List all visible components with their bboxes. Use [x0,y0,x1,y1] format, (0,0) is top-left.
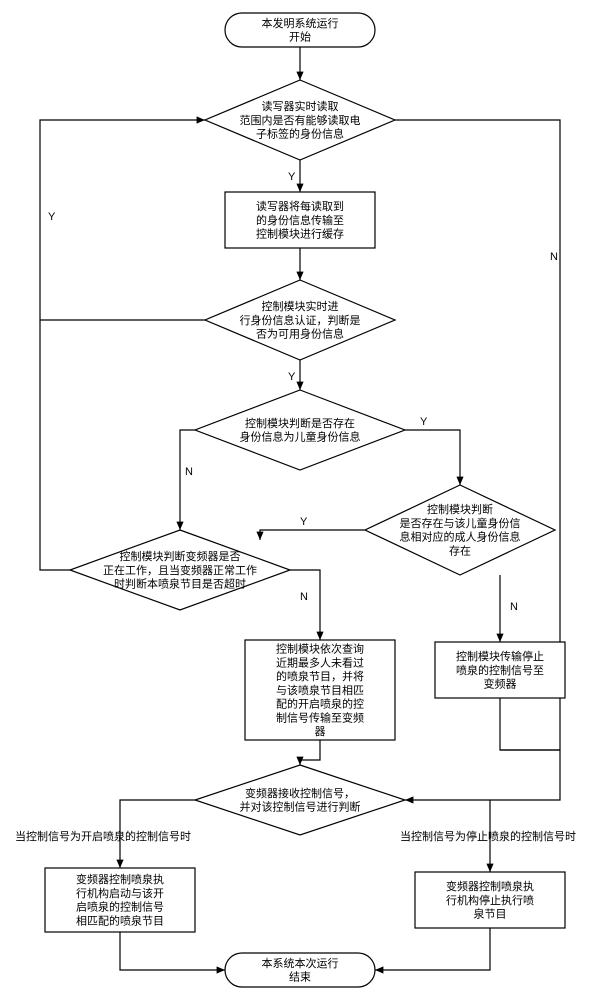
edge-vfd-y-loop [40,320,70,570]
label-sig-off: 当控制信号为停止喷泉的控制信号时 [400,829,576,843]
edge-vfd-n-query [290,570,320,640]
svg-text:变频器控制喷泉执行机构启动与该开启喷泉的控制信号相匹配的喷泉: 变频器控制喷泉执行机构启动与该开启喷泉的控制信号相匹配的喷泉节目 [76,872,164,927]
node-d_auth: 控制模块实时进行身份信息认证，判断是否为可用身份信息 [205,280,395,360]
label-y5: Y [48,211,56,223]
node-p_exec_off: 变频器控制喷泉执行机构停止执行喷泉节目 [415,872,565,928]
node-p_cache: 读写器将每读取到的身份信息传输至控制模块进行缓存 [225,192,375,248]
edge-adult-y-vfd [260,530,365,540]
label-sig-on: 当控制信号为开启喷泉的控制信号时 [15,829,191,843]
edge-on-end [120,932,225,970]
node-start: 本发明系统运行开始 [225,13,375,47]
node-d_reader: 读写器实时读取范围内是否有能够读取电子标签的身份信息 [205,80,395,160]
edge-auth-loop [40,120,205,320]
node-d_adult: 控制模块判断是否存在与该儿童身份信息相对应的成人身份信息存在 [365,485,555,575]
label-n1: N [550,251,558,263]
label-y1: Y [288,171,296,183]
label-n4: N [300,591,308,603]
edge-query-signal [300,740,320,765]
edge-child-n-vfd [180,430,195,530]
edge-right-signal [405,750,560,800]
label-y4: Y [300,516,308,528]
node-p_exec_on: 变频器控制喷泉执行机构启动与该开启喷泉的控制信号相匹配的喷泉节目 [45,868,195,932]
node-end: 本系统本次运行结束 [225,953,375,987]
edge-stop-join [500,698,560,750]
node-p_query: 控制模块依次查询近期最多人未看过的喷泉节目，并将与该喷泉节目相匹配的开启喷泉的控… [245,640,395,740]
label-y2: Y [288,371,296,383]
label-n2: N [185,466,193,478]
node-d_child: 控制模块判断是否存在身份信息为儿童身份信息 [195,390,405,470]
flowchart-canvas: Y N Y Y N Y Y N N 当控制信号为开启喷泉的控制信号时 当控制信号… [0,0,604,1000]
edge-off-end [375,928,490,970]
label-y3: Y [420,416,428,428]
svg-text:控制模块判断是否存在身份信息为儿童身份信息: 控制模块判断是否存在身份信息为儿童身份信息 [240,416,361,444]
svg-text:读写器将每读取到的身份信息传输至控制模块进行缓存: 读写器将每读取到的身份信息传输至控制模块进行缓存 [256,199,344,241]
svg-text:变频器接收控制信号，并对该控制信号进行判断: 变频器接收控制信号，并对该控制信号进行判断 [240,786,361,814]
node-d_vfd: 控制模块判断变频器是否正在工作，且当变频器正常工作时判断本喷泉节目是否超时 [70,530,290,610]
label-n3: N [510,601,518,613]
node-p_stop: 控制模块传输停止喷泉的控制信号至变频器 [435,642,565,698]
svg-text:控制模块判断变频器是否正在工作，且当变频器正常工作时判断本喷: 控制模块判断变频器是否正在工作，且当变频器正常工作时判断本喷泉节目是否超时 [103,549,257,591]
edge-child-y-adult [405,430,460,485]
node-d_signal: 变频器接收控制信号，并对该控制信号进行判断 [195,765,405,835]
